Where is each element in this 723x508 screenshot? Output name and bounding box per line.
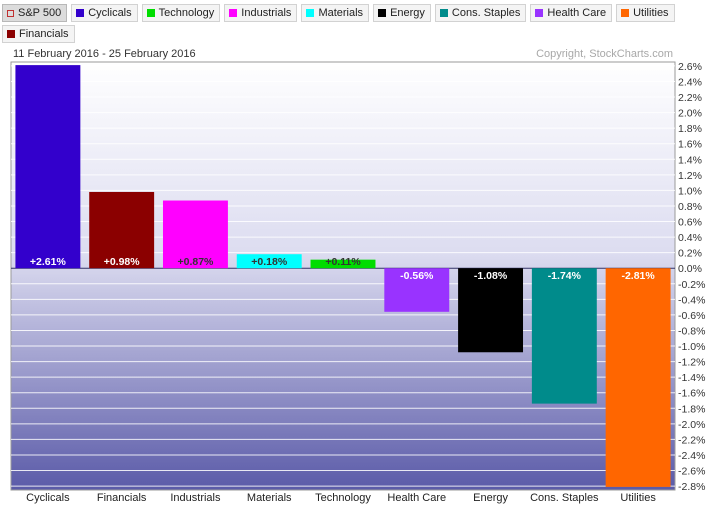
x-category-label: Energy	[473, 492, 508, 504]
x-axis-labels: Cyclicals Financials Industrials Materials T…	[26, 492, 656, 504]
legend-item-s-p-500[interactable]: S&P 500	[2, 4, 68, 22]
legend-swatch	[439, 9, 448, 17]
legend-swatch	[535, 9, 544, 17]
copyright-notice: Copyright, StockCharts.com	[536, 48, 673, 60]
data-label: +0.98%	[104, 256, 141, 268]
legend-label: Cons. Staples	[451, 7, 521, 19]
y-tick-label: -2.2%	[678, 434, 705, 446]
data-label: -1.08%	[474, 270, 508, 282]
y-axis-ticks: 2.6% 2.4% 2.2% 2.0% 1.8% 1.6% 1.4% 1.2% 1.0% 0.8%…	[678, 61, 705, 493]
bar-financials	[89, 191, 155, 269]
legend-label: S&P 500	[18, 7, 62, 19]
bar-cyclicals	[15, 65, 81, 269]
date-range: 11 February 2016 - 25 February 2016	[13, 48, 196, 60]
legend-swatch	[7, 30, 15, 38]
legend-label: Financials	[19, 28, 69, 40]
legend-label: Cyclicals	[88, 7, 132, 19]
bar-industrials	[162, 200, 228, 269]
x-category-label: Cyclicals	[26, 492, 70, 504]
y-tick-label: -2.6%	[678, 466, 705, 478]
x-category-label: Materials	[247, 492, 292, 504]
legend-item-cons-staples[interactable]: Cons. Staples	[434, 4, 527, 22]
legend-item-energy[interactable]: Energy	[373, 4, 431, 22]
x-category-label: Industrials	[170, 492, 221, 504]
y-tick-label: -1.8%	[678, 403, 705, 415]
y-tick-label: 0.2%	[678, 248, 702, 260]
data-label: -1.74%	[548, 270, 582, 282]
y-tick-label: -1.4%	[678, 372, 705, 384]
data-labels: +2.61% +0.98% +0.87% +0.18% +0.11% -0.56% -1.0…	[30, 256, 655, 282]
legend-item-materials[interactable]: Materials	[301, 4, 370, 22]
y-tick-label: -0.6%	[678, 310, 705, 322]
y-tick-label: 2.2%	[678, 92, 702, 104]
legend-swatch	[146, 9, 155, 17]
legend-item-health-care[interactable]: Health Care	[530, 4, 613, 22]
legend-label: Utilities	[633, 7, 669, 19]
y-tick-label: 1.4%	[678, 154, 702, 166]
legend-swatch	[7, 9, 14, 17]
y-tick-label: -1.2%	[678, 357, 705, 369]
legend-label: Industrials	[241, 7, 292, 19]
y-tick-label: 1.0%	[678, 185, 702, 197]
data-label: +0.18%	[251, 256, 288, 268]
legend-item-technology[interactable]: Technology	[141, 4, 221, 22]
y-tick-label: -2.8%	[678, 481, 705, 493]
bar-cons-staples	[531, 268, 597, 404]
data-label: +0.11%	[325, 256, 361, 268]
data-label: -2.81%	[621, 270, 655, 282]
y-tick-label: -0.8%	[678, 325, 705, 337]
y-tick-label: 2.6%	[678, 61, 702, 73]
legend-label: Energy	[390, 7, 425, 19]
x-category-label: Cons. Staples	[530, 492, 599, 504]
legend-item-utilities[interactable]: Utilities	[616, 4, 675, 22]
y-tick-label: 1.2%	[678, 170, 702, 182]
y-tick-label: -0.2%	[678, 279, 705, 291]
x-category-label: Utilities	[620, 492, 656, 504]
legend-swatch	[621, 9, 630, 17]
bar-utilities	[605, 268, 671, 487]
data-label: -0.56%	[400, 270, 434, 282]
legend-label: Technology	[158, 7, 215, 19]
y-tick-label: 0.8%	[678, 201, 702, 213]
legend-swatch	[76, 9, 85, 17]
bar-materials	[236, 254, 302, 269]
y-tick-label: 0.6%	[678, 217, 702, 229]
y-tick-label: -0.4%	[678, 294, 705, 306]
data-label: +0.87%	[177, 256, 214, 268]
x-category-label: Technology	[315, 492, 371, 504]
bar-technology	[310, 259, 376, 269]
y-tick-label: -1.6%	[678, 388, 705, 400]
legend-swatch	[378, 9, 387, 17]
y-tick-label: -1.0%	[678, 341, 705, 353]
y-tick-label: 0.0%	[678, 263, 702, 275]
bar-health-care	[384, 268, 450, 312]
y-tick-label: 1.6%	[678, 139, 702, 151]
y-tick-label: 1.8%	[678, 123, 702, 135]
x-category-label: Financials	[97, 492, 147, 504]
bar-energy	[458, 268, 524, 353]
legend-label: Materials	[318, 7, 364, 19]
y-tick-label: 2.0%	[678, 108, 702, 120]
data-label: +2.61%	[30, 256, 67, 268]
legend: S&P 500 Cyclicals Technology Industrials Mat…	[2, 4, 702, 43]
legend-item-financials[interactable]: Financials	[2, 25, 75, 43]
legend-item-cyclicals[interactable]: Cyclicals	[71, 4, 138, 22]
bars	[15, 65, 671, 487]
legend-swatch	[306, 9, 315, 17]
legend-label: Health Care	[547, 7, 607, 19]
y-tick-label: -2.0%	[678, 419, 705, 431]
legend-item-industrials[interactable]: Industrials	[224, 4, 298, 22]
legend-swatch	[229, 9, 238, 17]
y-tick-label: -2.4%	[678, 450, 705, 462]
y-tick-label: 2.4%	[678, 76, 702, 88]
y-tick-label: 0.4%	[678, 232, 702, 244]
x-category-label: Health Care	[387, 492, 446, 504]
